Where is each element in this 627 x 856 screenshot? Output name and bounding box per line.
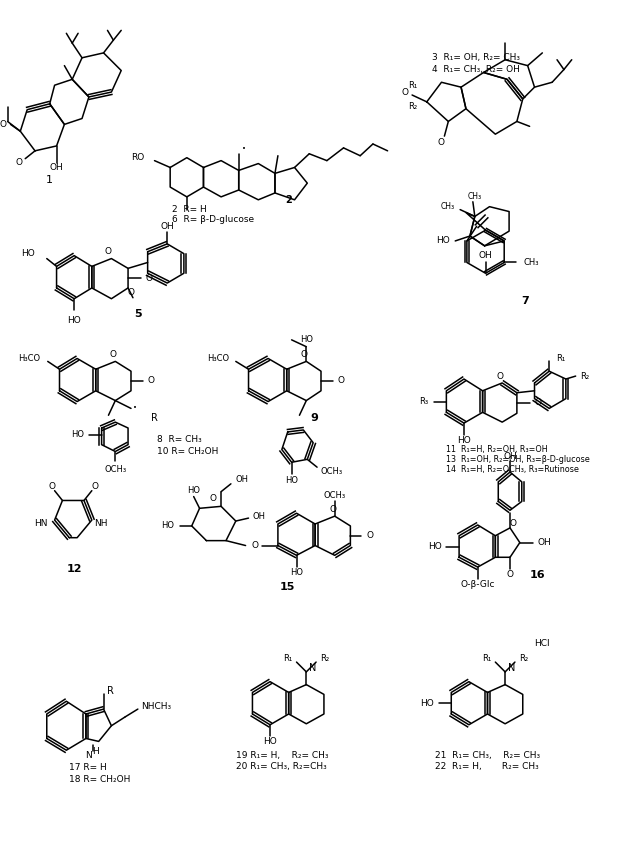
Text: 3  R₁= OH, R₂= CH₃: 3 R₁= OH, R₂= CH₃ xyxy=(431,53,520,62)
Text: N: N xyxy=(309,663,317,673)
Text: 21  R₁= CH₃,    R₂= CH₃: 21 R₁= CH₃, R₂= CH₃ xyxy=(435,751,540,759)
Text: O: O xyxy=(510,520,517,528)
Text: •: • xyxy=(241,146,246,152)
Text: RO: RO xyxy=(132,153,145,162)
Text: O: O xyxy=(338,377,345,385)
Text: OCH₃: OCH₃ xyxy=(324,491,345,500)
Text: OH: OH xyxy=(236,475,249,484)
Text: 9: 9 xyxy=(310,413,318,423)
Text: HO: HO xyxy=(285,477,298,485)
Text: 4  R₁= CH₃, R₂= OH: 4 R₁= CH₃, R₂= OH xyxy=(431,65,520,74)
Text: R: R xyxy=(107,687,114,697)
Text: HO: HO xyxy=(71,431,84,439)
Text: 2  R= H: 2 R= H xyxy=(172,205,207,214)
Text: O: O xyxy=(534,398,542,407)
Text: R₁: R₁ xyxy=(408,80,417,90)
Text: OH: OH xyxy=(50,163,63,172)
Text: O: O xyxy=(497,372,503,381)
Text: CH₃: CH₃ xyxy=(441,202,455,211)
Text: R₂: R₂ xyxy=(581,372,589,381)
Text: HO: HO xyxy=(290,568,303,578)
Text: R₂: R₂ xyxy=(320,654,329,663)
Text: 18 R= CH₂OH: 18 R= CH₂OH xyxy=(70,775,130,784)
Text: 1: 1 xyxy=(46,175,53,185)
Text: CH₃: CH₃ xyxy=(468,193,482,201)
Text: R₁: R₁ xyxy=(556,354,566,363)
Text: OH: OH xyxy=(537,538,551,547)
Text: 10 R= CH₂OH: 10 R= CH₂OH xyxy=(157,447,219,456)
Text: O: O xyxy=(110,350,117,359)
Text: O: O xyxy=(0,120,6,129)
Text: 12: 12 xyxy=(66,564,82,574)
Text: HCl: HCl xyxy=(534,639,550,648)
Text: OCH₃: OCH₃ xyxy=(321,467,343,476)
Text: O: O xyxy=(16,158,23,167)
Text: 8  R= CH₃: 8 R= CH₃ xyxy=(157,435,202,444)
Text: 5: 5 xyxy=(134,309,142,319)
Text: O: O xyxy=(507,570,514,580)
Text: 20 R₁= CH₃, R₂=CH₃: 20 R₁= CH₃, R₂=CH₃ xyxy=(236,763,327,771)
Text: 13  R₁=OH, R₂=OH, R₃=β-D-glucose: 13 R₁=OH, R₂=OH, R₃=β-D-glucose xyxy=(446,455,590,464)
Text: HO: HO xyxy=(428,542,441,551)
Text: HO: HO xyxy=(436,236,450,246)
Text: HO: HO xyxy=(187,486,200,495)
Text: N: N xyxy=(508,663,515,673)
Text: NH: NH xyxy=(94,519,107,527)
Text: O: O xyxy=(48,482,55,491)
Text: O-β-Glc: O-β-Glc xyxy=(460,580,495,589)
Text: H₃CO: H₃CO xyxy=(18,354,40,363)
Text: 16: 16 xyxy=(530,570,545,580)
Text: HO: HO xyxy=(457,437,471,445)
Text: H: H xyxy=(92,746,99,756)
Text: O: O xyxy=(145,274,153,282)
Text: CH₃: CH₃ xyxy=(524,258,539,267)
Text: OH: OH xyxy=(503,452,517,461)
Text: R₃: R₃ xyxy=(419,397,429,406)
Text: HO: HO xyxy=(161,521,174,531)
Text: HO: HO xyxy=(67,316,81,324)
Text: O: O xyxy=(301,350,308,359)
Text: H₃CO: H₃CO xyxy=(207,354,229,363)
Text: HO: HO xyxy=(420,698,434,708)
Text: 6  R= β-D-glucose: 6 R= β-D-glucose xyxy=(172,215,255,224)
Text: R₁: R₁ xyxy=(482,654,492,663)
Text: HO: HO xyxy=(21,249,35,259)
Text: 15: 15 xyxy=(280,582,295,591)
Text: OH: OH xyxy=(253,512,265,520)
Text: 2: 2 xyxy=(285,195,292,205)
Text: R₁: R₁ xyxy=(283,654,293,663)
Text: HO: HO xyxy=(263,737,277,746)
Text: OH: OH xyxy=(478,251,492,260)
Text: O: O xyxy=(147,377,155,385)
Text: R₂: R₂ xyxy=(408,102,417,111)
Text: 22  R₁= H,       R₂= CH₃: 22 R₁= H, R₂= CH₃ xyxy=(435,763,539,771)
Text: NHCH₃: NHCH₃ xyxy=(141,702,171,710)
Text: O: O xyxy=(438,138,445,146)
Text: OCH₃: OCH₃ xyxy=(104,465,127,473)
Text: O: O xyxy=(366,532,373,540)
Text: O: O xyxy=(92,482,98,491)
Text: O: O xyxy=(210,494,217,503)
Text: O: O xyxy=(105,247,112,256)
Text: 7: 7 xyxy=(521,295,529,306)
Text: N: N xyxy=(85,751,92,759)
Text: O: O xyxy=(402,87,409,97)
Text: OH: OH xyxy=(161,222,174,231)
Text: 11  R₁=H, R₂=OH, R₃=OH: 11 R₁=H, R₂=OH, R₃=OH xyxy=(446,445,548,454)
Text: 17 R= H: 17 R= H xyxy=(70,764,107,772)
Text: O: O xyxy=(252,541,259,550)
Text: HO: HO xyxy=(300,336,313,344)
Text: R₂: R₂ xyxy=(519,654,528,663)
Text: HN: HN xyxy=(34,519,48,527)
Text: 19 R₁= H,    R₂= CH₃: 19 R₁= H, R₂= CH₃ xyxy=(236,751,329,759)
Text: 14  R₁=H, R₂=OCH₃, R₃=Rutinose: 14 R₁=H, R₂=OCH₃, R₃=Rutinose xyxy=(446,465,579,473)
Text: •: • xyxy=(133,406,137,412)
Text: O: O xyxy=(329,505,336,514)
Text: O: O xyxy=(127,288,135,297)
Text: R: R xyxy=(150,413,157,423)
